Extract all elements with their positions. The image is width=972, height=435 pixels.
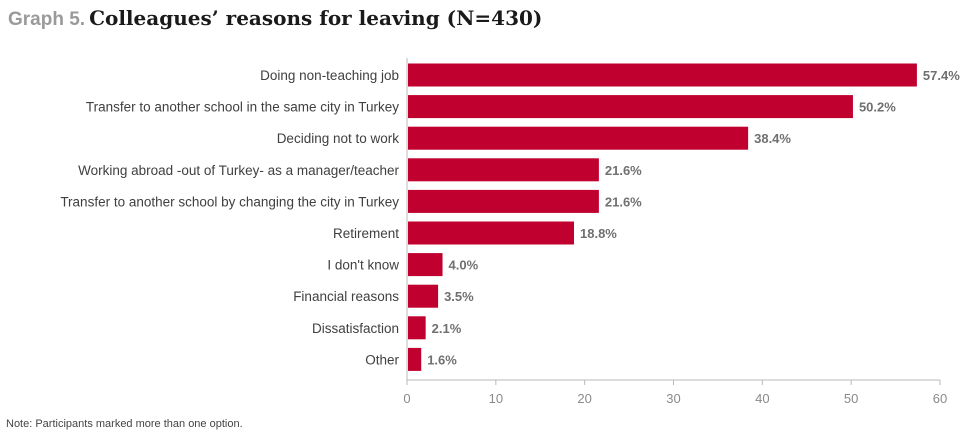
bar [408, 63, 917, 87]
bar [408, 284, 439, 308]
bar [408, 189, 599, 213]
data-label: 18.8% [580, 226, 617, 241]
x-tick-label: 60 [933, 391, 947, 406]
data-label: 4.0% [449, 258, 479, 273]
data-label: 3.5% [444, 289, 474, 304]
category-label: Dissatisfaction [312, 321, 399, 336]
bar [408, 158, 599, 182]
category-label: Financial reasons [293, 289, 399, 304]
x-tick-label: 30 [666, 391, 680, 406]
bar [408, 253, 443, 277]
category-label: I don't know [327, 258, 399, 273]
bar [408, 221, 575, 245]
data-label: 1.6% [427, 352, 457, 367]
bar [408, 95, 853, 119]
category-label: Transfer to another school by changing t… [60, 194, 399, 209]
category-label: Transfer to another school in the same c… [86, 100, 399, 115]
x-tick-label: 40 [755, 391, 769, 406]
category-label: Other [365, 352, 399, 367]
x-tick-label: 10 [489, 391, 503, 406]
category-label: Deciding not to work [277, 131, 400, 146]
data-label: 21.6% [605, 163, 642, 178]
x-tick-label: 20 [577, 391, 591, 406]
chart-title-row: Graph 5. Colleagues’ reasons for leaving … [8, 6, 542, 38]
category-label: Working abroad -out of Turkey- as a mana… [78, 163, 399, 178]
data-label: 57.4% [923, 68, 960, 83]
x-tick-label: 0 [403, 391, 410, 406]
footnote: Note: Participants marked more than one … [6, 418, 243, 430]
data-label: 38.4% [754, 131, 791, 146]
x-tick-label: 50 [844, 391, 858, 406]
bar [408, 316, 426, 340]
graph-number-label: Graph 5. [8, 9, 86, 30]
category-label: Retirement [333, 226, 399, 241]
data-label: 2.1% [432, 321, 462, 336]
category-label: Doing non-teaching job [260, 68, 399, 83]
data-label: 50.2% [859, 100, 896, 115]
bar [408, 126, 749, 150]
chart-title: Colleagues’ reasons for leaving (N=430) [89, 6, 543, 30]
data-label: 21.6% [605, 194, 642, 209]
bar [408, 347, 422, 371]
